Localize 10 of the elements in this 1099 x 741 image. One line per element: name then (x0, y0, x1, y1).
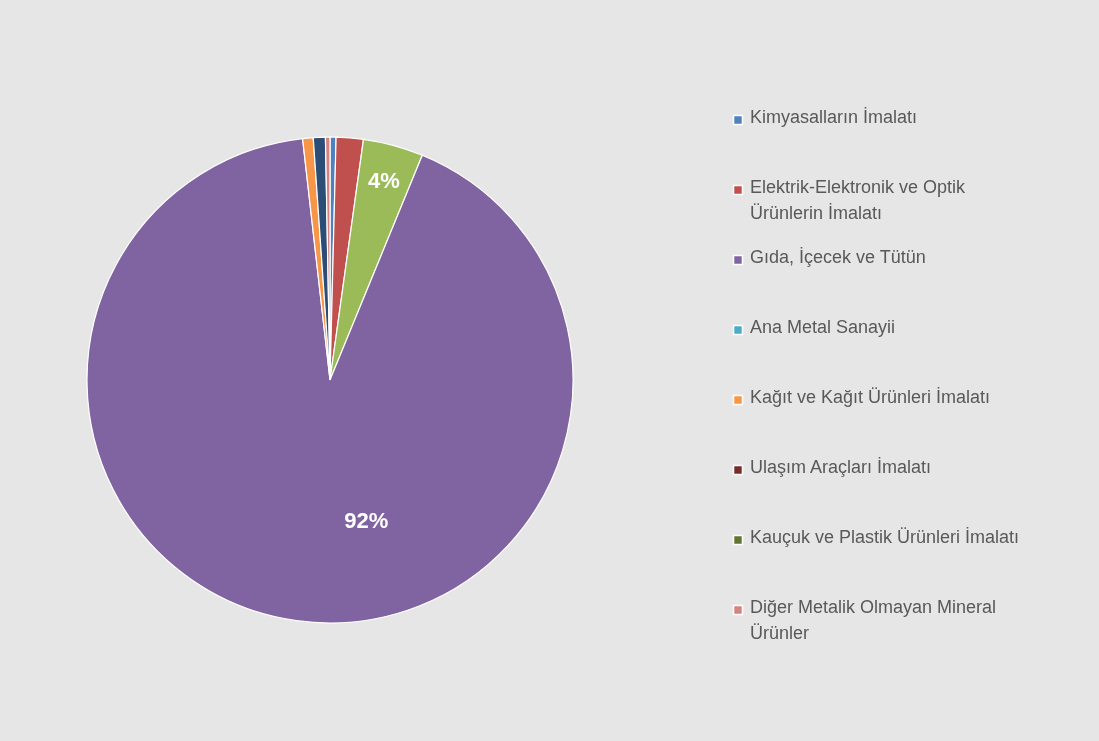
legend-label: Diğer Metalik Olmayan Mineral Ürünler (750, 597, 997, 643)
legend-label: Ana Metal Sanayii (750, 317, 896, 337)
legend-label: Kağıt ve Kağıt Ürünleri İmalatı (750, 387, 991, 407)
legend-label: Gıda, İçecek ve Tütün (750, 247, 926, 267)
legend-label: Kimyasalların İmalatı (750, 107, 918, 127)
data-label: 4% (367, 167, 400, 193)
legend-label: Elektrik-Elektronik ve Optik Ürünlerin İmalatı (750, 177, 967, 223)
legend-label: Ulaşım Araçları İmalatı (750, 457, 932, 477)
data-label: 92% (344, 508, 389, 534)
legend-label: Kauçuk ve Plastik Ürünleri İmalatı (750, 527, 1020, 547)
